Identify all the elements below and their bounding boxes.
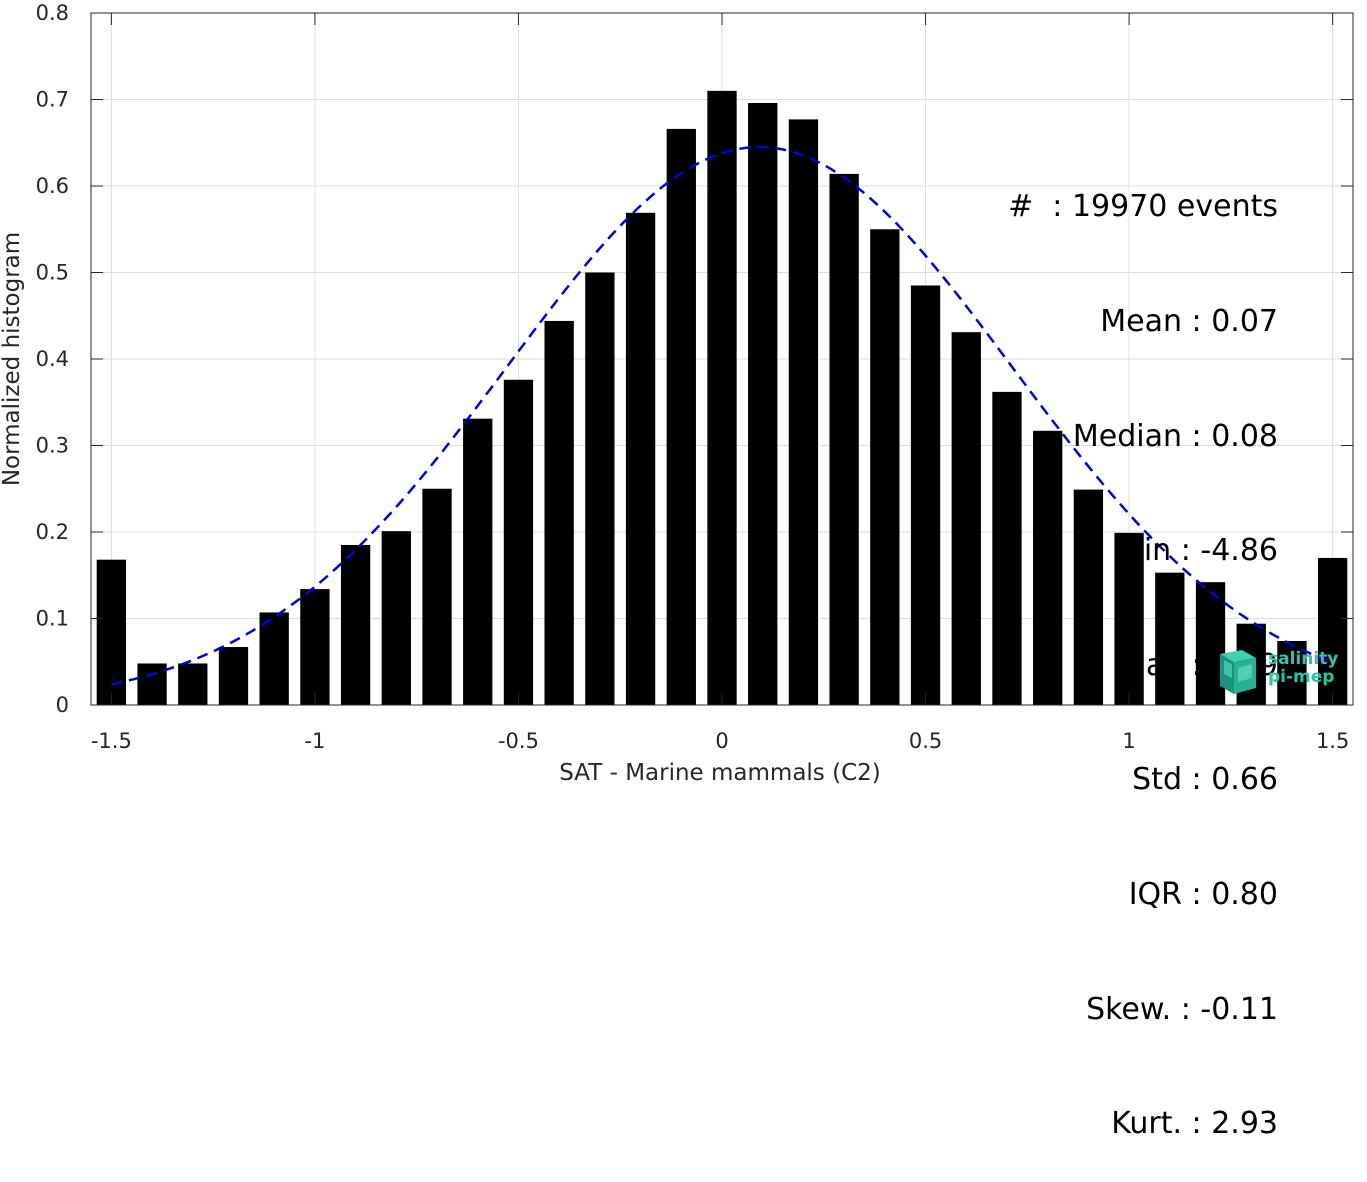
fit-curve: [111, 145, 1334, 686]
histogram-bar: [1073, 489, 1104, 705]
histogram-bar: [748, 102, 778, 705]
logo-text-line1: salinity: [1268, 649, 1339, 669]
x-tick-label: 0: [715, 729, 728, 753]
histogram-bar: [992, 391, 1022, 705]
y-axis-label: Normalized histogram: [0, 232, 25, 486]
axes: [90, 12, 1354, 706]
histogram-bar: [422, 488, 452, 705]
y-tick-labels: 0 0.1 0.2 0.3 0.4 0.5 0.6 0.7 0.8: [36, 1, 69, 717]
y-tick-label: 0.5: [36, 261, 69, 285]
histogram-bar: [1277, 640, 1307, 705]
y-tick-label: 0.2: [36, 520, 69, 544]
histogram-bar: [870, 229, 900, 705]
histogram-bar: [259, 612, 289, 705]
histogram-bar: [503, 379, 534, 705]
histogram-bar: [300, 589, 330, 705]
x-axis-label: SAT - Marine mammals (C2): [559, 760, 881, 785]
histogram-bar: [137, 663, 167, 705]
x-tick-label: 0.5: [909, 729, 942, 753]
y-tick-label: 0.8: [36, 1, 69, 25]
logo-text-line2: pi-mep: [1268, 667, 1335, 687]
histogram-bar: [666, 128, 696, 705]
histogram-chart: -1.5 -1 -0.5 0 0.5 1 1.5 0 0.1 0.2 0.3 0.4 0.5 0.6 0.…: [0, 1, 1354, 785]
y-tick-label: 0.1: [36, 607, 69, 631]
x-tick-label: 1.5: [1316, 729, 1349, 753]
histogram-bar: [1317, 557, 1348, 705]
x-tick-label: -1.5: [91, 729, 132, 753]
x-tick-labels: -1.5 -1 -0.5 0 0.5 1 1.5: [91, 729, 1349, 753]
stat-iqr: IQR : 0.80: [1128, 877, 1278, 913]
stat-kurt: Kurt. : 2.93: [1111, 1106, 1278, 1142]
stat-median: Median : 0.08: [1072, 418, 1278, 454]
x-tick-label: -1: [304, 729, 325, 753]
histogram-bar: [625, 212, 656, 705]
x-tick-label: 1: [1122, 729, 1135, 753]
histogram-bar: [951, 332, 981, 705]
bars: [96, 90, 1348, 706]
histogram-bar: [218, 647, 249, 705]
histogram-bar: [1155, 572, 1185, 705]
histogram-bar: [910, 285, 941, 705]
histogram-bar: [707, 90, 737, 706]
logo-cube-icon: [1220, 650, 1256, 694]
stat-events: # : 19970 events: [1008, 189, 1278, 225]
histogram-bar: [381, 531, 411, 705]
y-tick-label: 0.3: [36, 434, 69, 458]
histogram-bar: [788, 119, 819, 705]
gaussian-fit: [111, 145, 1334, 686]
y-tick-label: 0: [56, 693, 69, 717]
stat-skew: Skew. : -0.11: [1086, 991, 1278, 1027]
histogram-bar: [178, 663, 208, 705]
histogram-bar: [1114, 532, 1144, 705]
y-tick-label: 0.7: [36, 88, 69, 112]
stat-min: Min : -4.86: [1117, 533, 1278, 569]
histogram-bar: [829, 173, 859, 705]
stat-mean: Mean : 0.07: [1100, 304, 1278, 340]
x-tick-label: -0.5: [498, 729, 539, 753]
salinity-pi-mep-logo: salinity pi-mep: [1216, 646, 1346, 696]
histogram-bar: [463, 418, 493, 705]
y-tick-label: 0.4: [36, 347, 69, 371]
histogram-bar: [585, 272, 615, 705]
histogram-bar: [1033, 430, 1063, 705]
histogram-bar: [340, 544, 371, 705]
stat-std: Std : 0.66: [1132, 762, 1278, 798]
y-tick-label: 0.6: [36, 174, 69, 198]
histogram-bar: [96, 559, 127, 705]
histogram-bar: [544, 320, 574, 705]
